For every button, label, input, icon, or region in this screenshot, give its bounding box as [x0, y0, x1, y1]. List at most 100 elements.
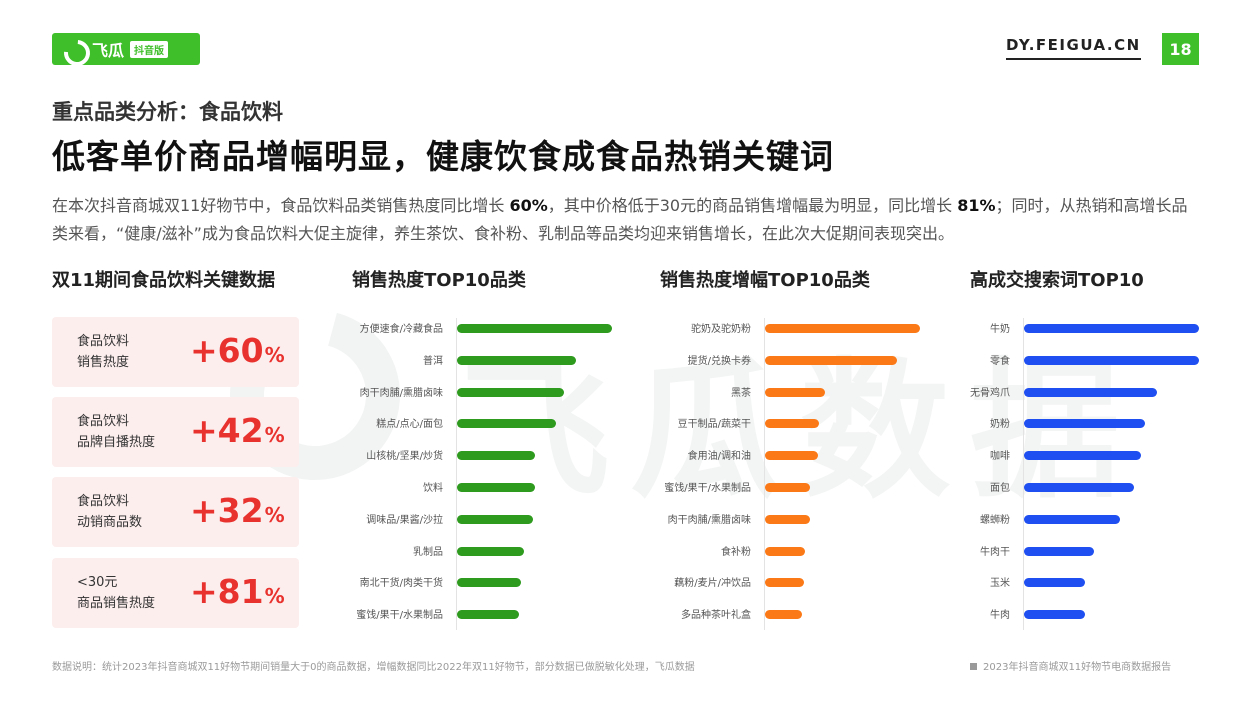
stat-number: +32: [190, 491, 264, 530]
category-label: 奶粉: [990, 419, 1010, 431]
category-label: 豆干制品/蔬菜干: [677, 419, 751, 431]
chart-row: 肉干肉脯/熏腊卤味: [340, 382, 620, 402]
bar-chart-search-terms: 牛奶 零食 无骨鸡爪 奶粉 咖啡 面包 螺蛳粉 牛肉干 玉米 牛肉: [960, 318, 1240, 630]
bar: [457, 451, 535, 461]
bar-chart-sales-heat: 方便速食/冷藏食品 普洱 肉干肉脯/熏腊卤味 糕点/点心/面包 山核桃/坚果/炒货 饮料调…: [340, 318, 620, 630]
chart-row: 牛奶: [960, 318, 1240, 338]
intro-paragraph: 在本次抖音商城双11好物节中，食品饮料品类销售热度同比增长 60%，其中价格低于…: [52, 192, 1202, 248]
category-label: 藕粉/麦片/冲饮品: [674, 578, 751, 590]
category-label: 黑茶: [731, 387, 751, 399]
category-label: 牛肉干: [980, 546, 1010, 558]
stat-unit: %: [264, 423, 285, 447]
stat-card: <30元商品销售热度 +81%: [52, 558, 299, 628]
stat-value: +32%: [190, 491, 285, 530]
chart-row: 调味品/果酱/沙拉: [340, 509, 620, 529]
stat-label-line: 食品饮料: [77, 414, 130, 429]
category-label: 山核桃/坚果/炒货: [366, 451, 443, 463]
category-label: 普洱: [423, 355, 443, 367]
bar: [765, 578, 804, 588]
stat-label-line: 品牌自播热度: [77, 435, 156, 450]
stat-card: 食品饮料品牌自播热度 +42%: [52, 397, 299, 467]
bar: [1024, 483, 1135, 492]
logo-badge: 抖音版: [130, 40, 169, 58]
stat-card: 食品饮料 销售热度 +60%: [52, 317, 299, 387]
bar: [1024, 610, 1086, 620]
category-label: 无骨鸡爪: [970, 387, 1010, 399]
chart-row: 食补粉: [648, 541, 928, 561]
category-label: 食补粉: [721, 546, 751, 558]
category-label: 牛奶: [990, 324, 1010, 335]
chart-row: 零食: [960, 350, 1240, 370]
bar: [457, 610, 519, 620]
chart-row: 乳制品: [340, 541, 620, 561]
stat-value: +81%: [190, 572, 285, 611]
stat-value: +42%: [190, 411, 285, 450]
chart-row: 藕粉/麦片/冲饮品: [648, 572, 928, 592]
chart-row: 驼奶及驼奶粉: [648, 318, 928, 338]
chart-row: 玉米: [960, 572, 1240, 592]
chart-row: 南北干货/肉类干货: [340, 572, 620, 592]
bar: [1024, 387, 1157, 397]
stat-number: +81: [190, 572, 264, 611]
category-label: 面包: [990, 483, 1010, 494]
chart-row: 蜜饯/果干/水果制品: [340, 604, 620, 624]
bar: [1024, 546, 1094, 556]
chart-row: 肉干肉脯/熏腊卤味: [648, 509, 928, 529]
intro-highlight-1: 60%: [509, 196, 548, 215]
bar: [457, 483, 535, 492]
bar: [457, 419, 557, 429]
category-label: 方便速食/冷藏食品: [359, 324, 443, 335]
category-label: 多品种茶叶礼盒: [681, 610, 751, 622]
category-label: 乳制品: [413, 546, 443, 558]
chart-axis: [1023, 318, 1024, 630]
category-label: 零食: [990, 355, 1010, 367]
chart-title-search: 高成交搜索词TOP10: [970, 270, 1144, 291]
category-label: 南北干货/肉类干货: [359, 578, 443, 590]
category-label: 蜜饯/果干/水果制品: [356, 610, 443, 622]
chart-axis: [764, 318, 765, 630]
stat-unit: %: [264, 343, 285, 367]
chart-row: 面包: [960, 477, 1240, 497]
bar-chart-heat-growth: 驼奶及驼奶粉 提货/兑换卡券 黑茶 豆干制品/蔬菜干 食用油/调和油 蜜饯/果干/水果制品…: [648, 318, 928, 630]
chart-row: 牛肉干: [960, 541, 1240, 561]
chart-axis: [456, 318, 457, 630]
chart-title-growth: 销售热度增幅TOP10品类: [660, 270, 870, 291]
bar: [765, 324, 920, 333]
page-title: 低客单价商品增幅明显，健康饮食成食品热销关键词: [52, 137, 834, 176]
stat-number: +60: [190, 331, 264, 370]
stat-label-line: 动销商品数: [77, 515, 143, 530]
site-url[interactable]: DY.FEIGUA.CN: [1006, 36, 1141, 60]
chart-row: 豆干制品/蔬菜干: [648, 413, 928, 433]
stat-label-line: 商品销售热度: [77, 596, 156, 611]
bar: [1024, 355, 1199, 365]
report-source-text: 2023年抖音商城双11好物节电商数据报告: [983, 662, 1172, 673]
chart-row: 牛肉: [960, 604, 1240, 624]
stat-label-line: 食品饮料: [77, 334, 130, 349]
chart-row: 无骨鸡爪: [960, 382, 1240, 402]
stat-label: 食品饮料品牌自播热度: [77, 411, 155, 453]
category-label: 蜜饯/果干/水果制品: [664, 483, 751, 494]
bar: [765, 610, 803, 620]
brand-logo: 飞瓜 抖音版: [52, 33, 200, 65]
stat-label-line: 食品饮料: [77, 494, 130, 509]
category-label: 螺蛳粉: [980, 514, 1010, 526]
intro-text-2: ，其中价格低于30元的商品销售增幅最为明显，同比增长: [547, 196, 958, 215]
bar: [457, 578, 521, 588]
stat-label-line: <30元: [77, 575, 118, 590]
bar: [765, 546, 806, 556]
category-label: 提货/兑换卡券: [687, 355, 751, 367]
bar: [1024, 578, 1086, 588]
chart-row: 提货/兑换卡券: [648, 350, 928, 370]
bar: [1024, 324, 1199, 333]
chart-row: 山核桃/坚果/炒货: [340, 445, 620, 465]
category-label: 调味品/果酱/沙拉: [366, 514, 443, 526]
category-label: 玉米: [990, 578, 1010, 590]
category-label: 糕点/点心/面包: [376, 419, 443, 431]
section-label: 重点品类分析：食品饮料: [52, 100, 283, 124]
intro-text-1: 在本次抖音商城双11好物节中，食品饮料品类销售热度同比增长: [52, 196, 510, 215]
intro-text-3: ；同时，从热销和高增长品类来看，“健康/滋补”成为食品饮料大促主旋律，养生茶饮、…: [52, 196, 1188, 243]
bar: [765, 483, 810, 492]
chart-row: 普洱: [340, 350, 620, 370]
intro-highlight-2: 81%: [957, 196, 996, 215]
chart-row: 黑茶: [648, 382, 928, 402]
